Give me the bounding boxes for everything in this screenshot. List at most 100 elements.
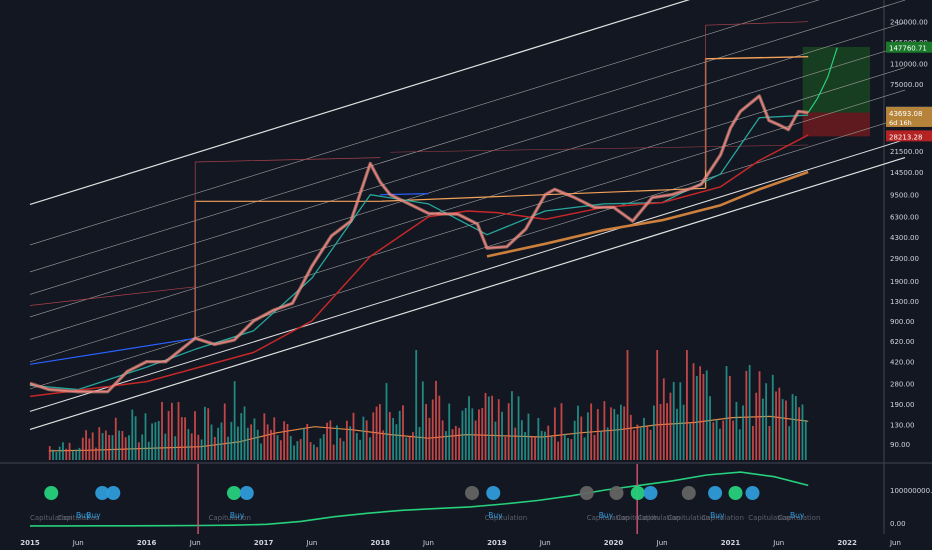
volume-bar (771, 374, 774, 460)
time-tick-label: Jun (539, 539, 551, 547)
price-label-text: 28213.28 (889, 133, 922, 141)
volume-bar (478, 409, 480, 460)
signal-marker (465, 486, 479, 500)
volume-bar (524, 431, 527, 460)
volume-bar (415, 350, 418, 460)
volume-bar (180, 417, 183, 460)
volume-bar (91, 432, 94, 460)
volume-bar (154, 422, 157, 460)
signal-marker (728, 486, 743, 500)
volume-bar (319, 438, 322, 460)
price-tick-label: 6300.00 (890, 214, 919, 222)
time-axis[interactable]: 2015 Jun 2016 Jun 2017 Jun 2018 Jun 2019 Jun 2020 J… (20, 539, 932, 547)
volume-bar (256, 429, 259, 460)
volume-bar (712, 422, 715, 460)
volume-bar (438, 395, 441, 460)
volume-bar (48, 446, 51, 460)
fib-red-line (705, 21, 809, 171)
volume-bar (709, 396, 711, 460)
volume-bar (161, 401, 163, 460)
target-zone (802, 46, 870, 113)
signal-marker (745, 486, 760, 500)
volume-bar (431, 399, 434, 460)
volume-bar (378, 404, 381, 460)
volume-bar (270, 429, 272, 460)
volume-bar (421, 381, 424, 460)
signal-marker (643, 486, 658, 500)
capitulation-label: Capitulation (748, 514, 790, 522)
volume-bar (98, 427, 101, 460)
time-tick-label: 2016 (137, 539, 157, 547)
volume-bar (600, 431, 602, 460)
volume-bar (392, 417, 394, 460)
ma-long-line (486, 170, 809, 258)
volume-bar (623, 406, 626, 460)
price-label-text: 147760.71 (889, 45, 927, 53)
volume-bar (590, 403, 593, 460)
channel-line (29, 0, 820, 246)
volume-bar (345, 420, 348, 460)
volume-bar (530, 436, 533, 460)
volume-bar (725, 366, 728, 460)
volume-bar (101, 433, 104, 460)
volume-bar (405, 437, 408, 460)
volume-bar (246, 427, 249, 460)
volume-bar (336, 425, 338, 460)
volume-bar (134, 416, 137, 460)
volume-bar (342, 441, 345, 460)
volume-bar (785, 400, 787, 460)
volume-bar (610, 407, 612, 460)
signal-marker (239, 486, 254, 500)
price-axis[interactable]: 240000.00165000.00110000.0075000.0044042… (886, 19, 932, 450)
volume-bar (194, 411, 196, 460)
volume-bar (223, 403, 226, 460)
channel-line (29, 0, 906, 273)
volume-bar (75, 449, 78, 460)
volume-bar (570, 439, 573, 460)
volume-bar (563, 433, 566, 460)
volume-bar (686, 350, 688, 460)
volume-bar (227, 436, 229, 460)
volume-bar (616, 414, 619, 460)
volume-bar (454, 425, 457, 460)
volume-bar (372, 412, 375, 460)
channel-line (29, 116, 906, 390)
price-tick-label: 130.00 (890, 422, 915, 430)
volume-bar (114, 417, 117, 460)
volume-bar (626, 350, 629, 460)
volume-bar (408, 436, 411, 460)
price-label-text: 43693.08 (889, 110, 922, 118)
capitulation-label: Capitulation (485, 514, 527, 522)
time-tick-label: 2017 (254, 539, 274, 547)
volume-bar (613, 408, 616, 460)
volume-bar (359, 439, 361, 460)
projection-line (807, 47, 838, 113)
volume-bar (78, 447, 81, 460)
price-label-badge (886, 106, 932, 127)
time-tick-label: 2018 (371, 539, 391, 547)
volume-bar (732, 420, 735, 460)
volume-bar (619, 404, 622, 460)
volume-bar (88, 438, 91, 460)
volume-bar (289, 436, 292, 460)
volume-bar (237, 426, 239, 460)
signal-marker (609, 486, 624, 500)
volume-bar (583, 437, 586, 460)
volume-bar (388, 412, 391, 460)
volume-bar (220, 422, 223, 460)
volume-bar (596, 409, 599, 460)
volume-bar (164, 433, 167, 460)
volume-bar (798, 407, 801, 460)
volume-bar (765, 383, 768, 460)
volume-bar (735, 401, 738, 460)
volume-bar (629, 414, 632, 460)
capitulation-label: Capitulation (30, 514, 72, 522)
capitulation-label: Capitulation (57, 514, 99, 522)
price-tick-label: 620.00 (890, 338, 915, 346)
buy-signal-label: Buy (488, 511, 503, 520)
volume-bar (752, 425, 754, 460)
volume-bar (649, 429, 652, 460)
volume-bar (553, 407, 556, 460)
